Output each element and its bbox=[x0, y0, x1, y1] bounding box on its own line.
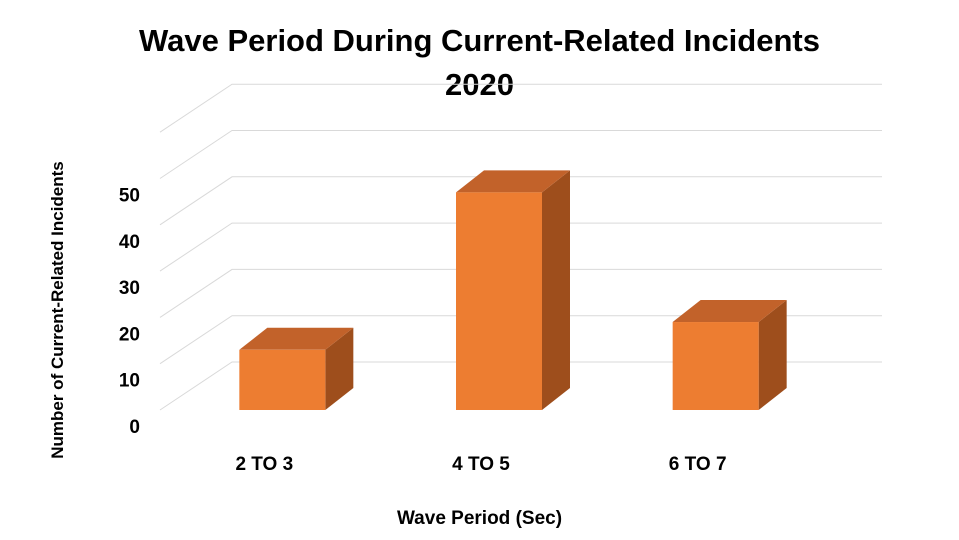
y-tick-label: 50 bbox=[119, 186, 140, 207]
y-tick-label: 20 bbox=[119, 324, 140, 345]
bar bbox=[672, 322, 759, 410]
y-tick-label: 30 bbox=[119, 278, 140, 299]
x-tick-label: 6 TO 7 bbox=[669, 454, 727, 475]
y-tick-label: 40 bbox=[119, 232, 140, 253]
bar-top bbox=[456, 170, 570, 193]
gridline bbox=[159, 268, 882, 318]
gridline bbox=[159, 361, 882, 411]
x-tick-label: 2 TO 3 bbox=[235, 454, 293, 475]
gridline bbox=[159, 176, 882, 226]
bar bbox=[456, 192, 542, 410]
gridline bbox=[159, 315, 882, 365]
x-axis-label: Wave Period (Sec) bbox=[396, 508, 563, 529]
y-tick-label: 10 bbox=[119, 371, 140, 392]
bar-side bbox=[542, 170, 570, 410]
gridline bbox=[159, 83, 882, 133]
y-tick-label: 0 bbox=[129, 417, 140, 438]
chart-title: Wave Period During Current-Related Incid… bbox=[139, 23, 820, 58]
bar-side bbox=[325, 327, 354, 410]
x-tick-label: 4 TO 5 bbox=[452, 454, 510, 475]
bar bbox=[239, 349, 326, 410]
gridline bbox=[159, 130, 882, 179]
bar-side bbox=[758, 300, 787, 410]
bar-top bbox=[239, 327, 354, 350]
bar-top bbox=[672, 300, 787, 323]
gridline bbox=[159, 222, 882, 272]
